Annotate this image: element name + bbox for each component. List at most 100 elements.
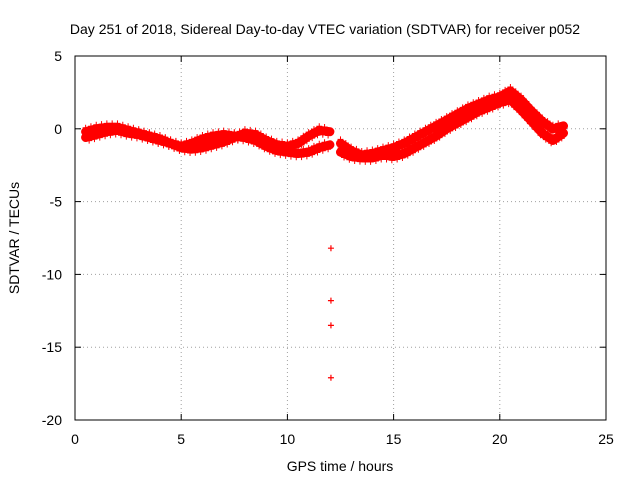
data-point (268, 135, 275, 142)
data-point (362, 158, 369, 165)
data-point (149, 138, 156, 145)
data-point (431, 138, 438, 145)
data-point (402, 139, 409, 146)
data-point (238, 131, 245, 138)
data-point (310, 142, 317, 149)
data-point (195, 137, 202, 144)
data-point (528, 104, 535, 111)
data-point (217, 139, 224, 146)
data-point (480, 94, 487, 101)
data-point (546, 123, 553, 130)
data-point (443, 121, 450, 128)
data-point (367, 158, 374, 165)
data-point (194, 141, 201, 148)
data-point (174, 143, 181, 150)
data-point (438, 115, 445, 122)
data-point (153, 135, 160, 142)
data-point (287, 153, 294, 160)
data-point (445, 124, 452, 131)
data-point (305, 129, 312, 136)
data-point (109, 120, 116, 127)
data-point (316, 123, 323, 130)
data-point (470, 99, 477, 106)
data-point (241, 126, 248, 133)
data-point (156, 131, 163, 138)
data-point (482, 105, 489, 112)
outlier-point (327, 374, 334, 381)
data-point (555, 120, 562, 127)
data-point (429, 135, 436, 142)
data-point (429, 124, 436, 131)
data-point (236, 128, 243, 135)
data-point (321, 139, 328, 146)
data-point (395, 148, 402, 155)
data-point (450, 121, 457, 128)
data-point (459, 104, 466, 111)
data-point (408, 136, 415, 143)
data-point (427, 121, 434, 128)
data-point (261, 146, 268, 153)
x-tick-label: 20 (492, 431, 508, 447)
y-axis-label: SDTVAR / TECUs (6, 182, 22, 294)
data-point (96, 129, 103, 136)
data-point (470, 107, 477, 114)
data-point (463, 119, 470, 126)
data-point (418, 140, 425, 147)
data-point (135, 126, 142, 133)
data-point (399, 155, 406, 162)
data-point (215, 128, 222, 135)
data-point (107, 128, 114, 135)
data-point (314, 132, 321, 139)
data-point (355, 154, 362, 161)
data-point (178, 140, 185, 147)
data-point (204, 130, 211, 137)
data-point (475, 104, 482, 111)
data-point (89, 126, 96, 133)
data-point (413, 143, 420, 150)
data-point (249, 131, 255, 138)
data-point (282, 152, 289, 159)
data-point (325, 146, 332, 153)
data-point (210, 137, 217, 144)
data-point (466, 113, 473, 120)
data-point (390, 149, 397, 156)
data-point (279, 138, 286, 145)
outlier-point (327, 297, 334, 304)
data-point (261, 140, 268, 147)
data-point (126, 127, 133, 134)
data-point (291, 141, 298, 148)
data-point (164, 138, 171, 145)
data-point (148, 133, 155, 140)
data-point (218, 143, 225, 150)
data-point (422, 134, 429, 141)
data-point (302, 149, 309, 156)
data-point (518, 92, 525, 99)
data-point (395, 138, 402, 145)
data-point (250, 140, 257, 147)
data-point (496, 89, 503, 96)
data-point (514, 93, 521, 100)
data-point (181, 149, 188, 156)
data-point (185, 145, 192, 152)
data-point (243, 130, 250, 137)
data-point (199, 131, 206, 138)
data-point (210, 129, 217, 136)
data-point (82, 124, 89, 131)
data-point (411, 130, 418, 137)
data-point (264, 138, 271, 145)
data-point (426, 140, 432, 147)
data-point (133, 133, 140, 140)
data-point (275, 142, 282, 149)
data-point (401, 136, 408, 143)
data-point (512, 97, 519, 104)
data-point (105, 124, 112, 131)
data-point (447, 127, 454, 134)
data-point (188, 142, 195, 149)
data-point (509, 89, 516, 96)
data-point (194, 134, 201, 141)
data-point (307, 148, 314, 155)
data-point (456, 110, 463, 117)
data-point (472, 110, 479, 117)
data-point (130, 124, 137, 131)
